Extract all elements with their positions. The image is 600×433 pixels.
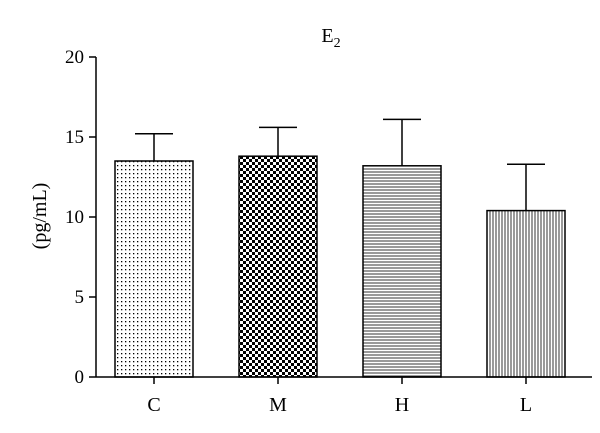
bar-m [238, 155, 318, 378]
x-tick-label-c: C [147, 394, 160, 416]
y-tick-label: 20 [65, 47, 84, 68]
y-axis: 0 5 10 15 20 [65, 47, 97, 388]
y-axis-label: (pg/mL) [29, 183, 51, 250]
y-tick-label: 15 [65, 127, 84, 148]
error-bars-group [135, 118, 545, 211]
x-tick-label-l: L [520, 394, 532, 416]
chart-title-main: E [321, 25, 333, 47]
y-tick-label: 0 [75, 367, 85, 388]
y-tick-label: 10 [65, 207, 84, 228]
bar-h [362, 165, 442, 378]
bars-group [114, 155, 566, 378]
x-tick-label-m: M [269, 394, 287, 416]
y-tick-label: 5 [75, 287, 85, 308]
x-tick-label-h: H [395, 394, 409, 416]
chart-title: E2 [321, 25, 340, 51]
chart-title-subscript: 2 [334, 36, 341, 51]
bar-c [114, 160, 194, 378]
bar-l [486, 209, 566, 378]
